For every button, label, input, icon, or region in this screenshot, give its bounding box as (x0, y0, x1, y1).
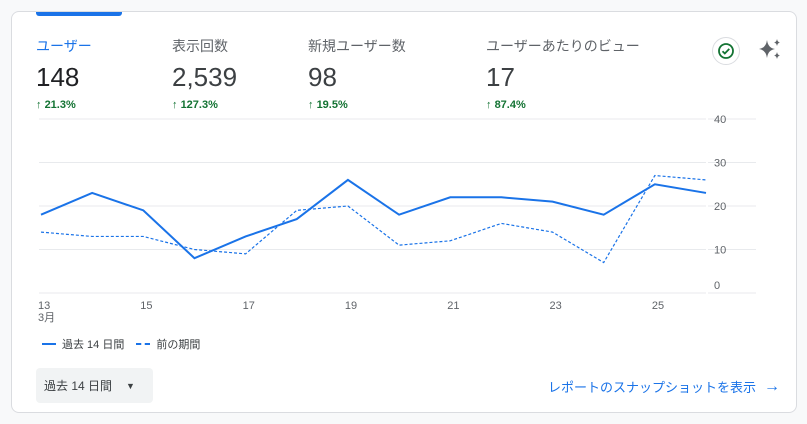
metric-value: 98 (308, 62, 337, 92)
caret-down-icon: ▼ (126, 380, 135, 391)
y-tick-label: 40 (714, 114, 726, 126)
metric-value: 17 (486, 62, 515, 92)
active-tab-indicator (36, 12, 122, 16)
metric-users[interactable]: ユーザー 148 ↑ 21.3% (36, 36, 92, 111)
sparkle-insights-icon[interactable] (757, 37, 783, 68)
chart-legend: 過去 14 日間 前の期間 (42, 336, 200, 352)
y-tick-label: 10 (714, 245, 726, 257)
metric-value: 148 (36, 62, 80, 92)
metric-label: ユーザー (36, 38, 92, 54)
x-tick-label: 17 (243, 300, 255, 312)
line-chart: 0 10 20 30 40 13 15 17 19 21 23 25 3月 (38, 114, 756, 324)
x-tick-label: 25 (652, 300, 664, 312)
x-tick-label: 13 (38, 300, 50, 312)
metric-value: 2,539 (172, 62, 238, 92)
change-text: 127.3% (180, 99, 218, 111)
change-text: 87.4% (494, 99, 526, 111)
metric-change: ↑ 21.3% (36, 99, 76, 111)
metric-label: 新規ユーザー数 (308, 38, 406, 54)
check-circle-icon[interactable] (712, 37, 740, 65)
metric-change: ↑ 87.4% (486, 99, 526, 111)
x-tick-label: 19 (345, 300, 357, 312)
x-tick-label: 21 (447, 300, 459, 312)
legend-solid-swatch (42, 343, 56, 345)
metric-new-users[interactable]: 新規ユーザー数 98 ↑ 19.5% (308, 36, 406, 111)
metric-change: ↑ 19.5% (308, 99, 348, 111)
x-tick-label: 23 (550, 300, 562, 312)
metric-label: 表示回数 (172, 38, 228, 54)
x-tick-label: 15 (140, 300, 152, 312)
y-tick-label: 30 (714, 158, 726, 170)
users-overview-card: ユーザー 148 ↑ 21.3% 表示回数 2,539 ↑ 127.3% 新規ユ… (11, 11, 797, 413)
date-range-label: 過去 14 日間 (44, 379, 113, 393)
x-month-label: 3月 (38, 312, 55, 324)
y-tick-label: 0 (714, 280, 720, 292)
metric-label: ユーザーあたりのビュー (486, 38, 640, 54)
series-line-previous (40, 174, 707, 264)
metric-views-per-user[interactable]: ユーザーあたりのビュー 17 ↑ 87.4% (486, 36, 640, 111)
snapshot-link-text: レポートのスナップショットを表示 (547, 380, 756, 395)
metric-views[interactable]: 表示回数 2,539 ↑ 127.3% (172, 36, 237, 111)
view-snapshot-link[interactable]: レポートのスナップショットを表示 → (548, 377, 780, 396)
series-line-current (40, 178, 707, 260)
metric-change: ↑ 127.3% (172, 99, 218, 111)
legend-dashed-swatch (136, 343, 151, 345)
arrow-right-icon: → (764, 377, 780, 395)
change-text: 21.3% (44, 99, 76, 111)
legend-previous: 前の期間 (156, 339, 201, 351)
change-text: 19.5% (316, 99, 348, 111)
legend-current: 過去 14 日間 (62, 339, 125, 351)
date-range-dropdown[interactable]: 過去 14 日間 ▼ (36, 368, 153, 403)
y-tick-label: 20 (714, 201, 726, 213)
